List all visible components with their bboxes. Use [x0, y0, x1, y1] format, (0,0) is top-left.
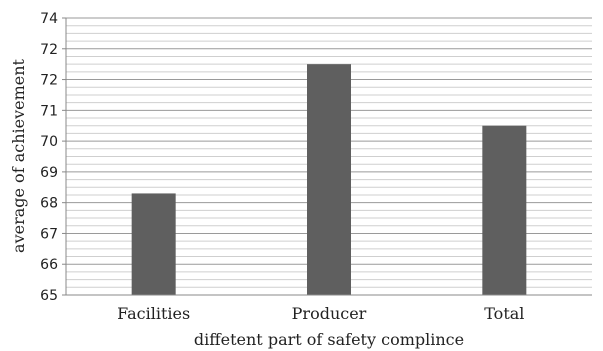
y-tick-label: 66 — [40, 257, 58, 273]
x-tick-labels: Facilities Producer Total — [117, 304, 524, 323]
bar-total — [482, 125, 527, 295]
y-tick-label: 72 — [40, 42, 58, 58]
y-tick-label: 71 — [40, 103, 58, 119]
y-tick-label: 67 — [40, 226, 58, 242]
y-tick-label: 65 — [40, 288, 58, 304]
bars — [131, 64, 527, 296]
y-tick-label: 70 — [40, 134, 58, 150]
x-tick-label-producer: Producer — [292, 304, 367, 323]
x-axis-title: diffetent part of safety complince — [194, 330, 464, 349]
y-tick-label: 69 — [40, 165, 58, 181]
y-tick-labels: 65 66 67 68 69 70 71 72 72 74 — [40, 11, 66, 304]
y-tick-label: 72 — [40, 73, 58, 89]
bar-facilities — [131, 193, 176, 295]
x-tick-label-total: Total — [484, 304, 524, 323]
y-tick-label: 74 — [40, 11, 58, 27]
y-axis-title: average of achievement — [9, 58, 28, 253]
y-tick-label: 68 — [40, 196, 58, 212]
x-tick-label-facilities: Facilities — [117, 304, 190, 323]
bar-producer — [307, 64, 351, 296]
axes — [65, 18, 592, 296]
